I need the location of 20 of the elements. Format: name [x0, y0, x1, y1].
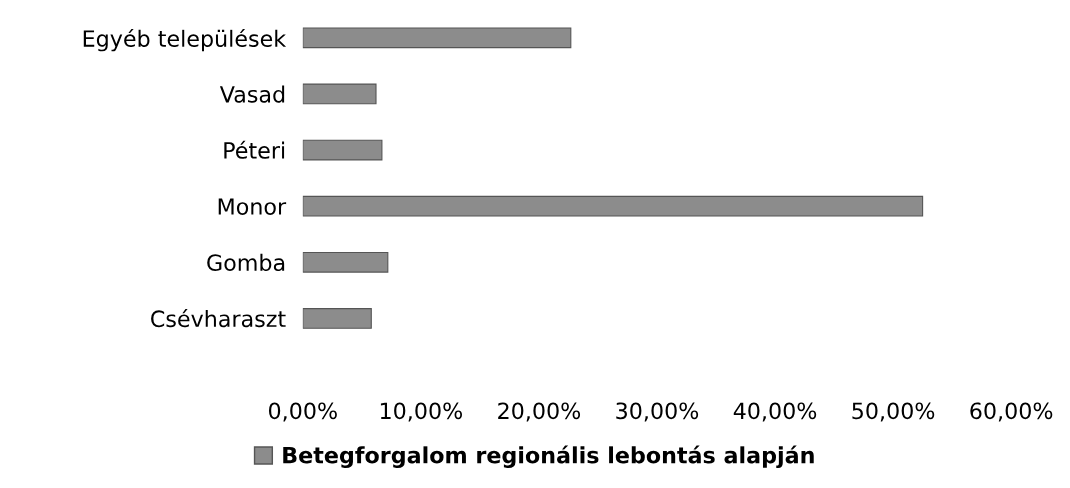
y-tick-label: Gomba — [207, 253, 285, 272]
x-tick-label: 50,00% — [852, 402, 935, 422]
x-tick-label: 20,00% — [498, 402, 581, 422]
bar — [302, 251, 389, 273]
x-tick-label: 40,00% — [733, 402, 817, 422]
legend-label: Betegforgalom regionális lebontás alapján — [283, 445, 814, 468]
y-tick-label: Vasad — [219, 85, 285, 103]
bar — [302, 27, 572, 49]
x-tick-label: 0,00% — [268, 402, 337, 422]
y-tick-label: Csévharaszt — [151, 309, 286, 328]
bar — [302, 139, 383, 161]
bar — [302, 195, 924, 217]
x-tick-label: 10,00% — [380, 402, 463, 422]
x-tick-label: 30,00% — [616, 402, 699, 422]
x-tick-label: 60,00% — [970, 402, 1053, 422]
bar — [302, 308, 372, 329]
y-tick-label: Monor — [218, 198, 287, 215]
bar — [302, 83, 377, 105]
y-tick-label: Péteri — [224, 140, 285, 159]
y-tick-label: Egyéb települések — [83, 28, 287, 52]
